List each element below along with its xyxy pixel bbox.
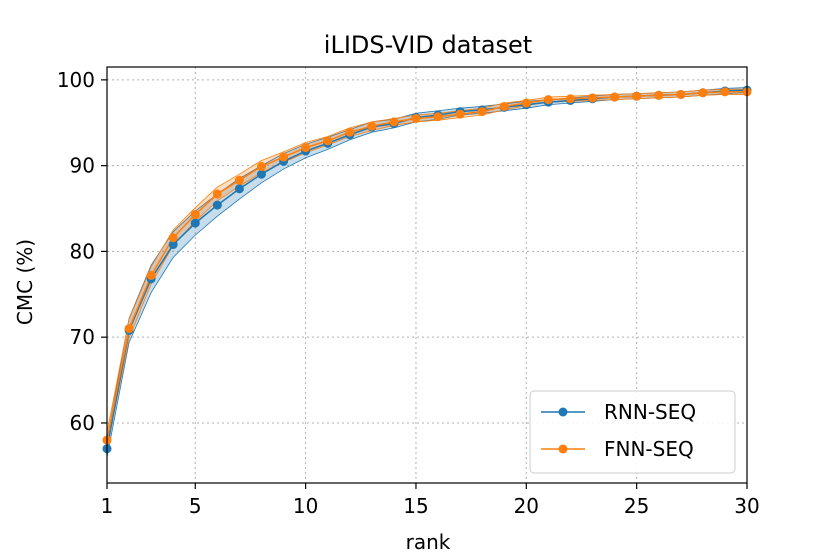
point-fnn-seq-rank-12	[345, 127, 355, 137]
x-tick-label-5: 5	[189, 494, 202, 518]
legend-swatch-fnn-seq-marker	[558, 444, 568, 454]
point-fnn-seq-rank-9	[279, 152, 289, 162]
point-fnn-seq-rank-15	[411, 113, 421, 123]
point-fnn-seq-rank-7	[234, 175, 244, 185]
point-fnn-seq-rank-28	[698, 88, 708, 98]
point-fnn-seq-rank-24	[610, 92, 620, 102]
point-rnn-seq-rank-5	[190, 218, 200, 228]
y-tick-label-80: 80	[70, 239, 95, 263]
point-fnn-seq-rank-21	[543, 95, 553, 105]
point-fnn-seq-rank-22	[565, 94, 575, 104]
y-tick-label-60: 60	[70, 411, 95, 435]
point-fnn-seq-rank-16	[433, 112, 443, 122]
point-fnn-seq-rank-19	[499, 101, 509, 111]
point-fnn-seq-rank-2	[124, 324, 134, 334]
x-axis-label: rank	[406, 530, 451, 554]
point-fnn-seq-rank-29	[720, 87, 730, 97]
x-tick-label-1: 1	[101, 494, 114, 518]
legend-label-fnn-seq: FNN-SEQ	[604, 437, 694, 461]
point-fnn-seq-rank-18	[477, 107, 487, 117]
point-fnn-seq-rank-10	[301, 143, 311, 153]
point-rnn-seq-rank-6	[212, 200, 222, 210]
point-rnn-seq-rank-7	[234, 184, 244, 194]
legend-label-rnn-seq: RNN-SEQ	[604, 400, 696, 424]
point-fnn-seq-rank-13	[367, 121, 377, 131]
x-tick-label-25: 25	[624, 494, 649, 518]
point-rnn-seq-rank-4	[168, 240, 178, 250]
series-markers	[102, 85, 752, 454]
chart-title: iLIDS-VID dataset	[324, 31, 532, 59]
y-tick-label-100: 100	[57, 68, 95, 92]
y-axis-label: CMC (%)	[13, 239, 37, 325]
point-fnn-seq-rank-20	[521, 98, 531, 108]
point-fnn-seq-rank-8	[256, 161, 266, 171]
point-fnn-seq-rank-5	[190, 210, 200, 220]
point-fnn-seq-rank-17	[455, 109, 465, 119]
point-fnn-seq-rank-14	[389, 117, 399, 127]
x-tick-label-15: 15	[403, 494, 428, 518]
point-fnn-seq-rank-11	[323, 136, 333, 146]
x-tick-label-30: 30	[734, 494, 759, 518]
y-tick-label-90: 90	[70, 154, 95, 178]
point-fnn-seq-rank-25	[632, 91, 642, 101]
point-fnn-seq-rank-26	[654, 90, 664, 100]
x-tick-label-20: 20	[514, 494, 539, 518]
plot-frame	[106, 66, 748, 484]
point-fnn-seq-rank-4	[168, 233, 178, 243]
legend-swatch-rnn-seq-marker	[558, 407, 568, 417]
x-tick-label-10: 10	[293, 494, 318, 518]
point-fnn-seq-rank-6	[212, 189, 222, 199]
point-fnn-seq-rank-27	[676, 89, 686, 99]
point-fnn-seq-rank-3	[146, 270, 156, 280]
point-rnn-seq-rank-8	[256, 169, 266, 179]
y-tick-label-70: 70	[70, 325, 95, 349]
legend: RNN-SEQ FNN-SEQ	[529, 390, 736, 474]
point-fnn-seq-rank-23	[588, 93, 598, 103]
